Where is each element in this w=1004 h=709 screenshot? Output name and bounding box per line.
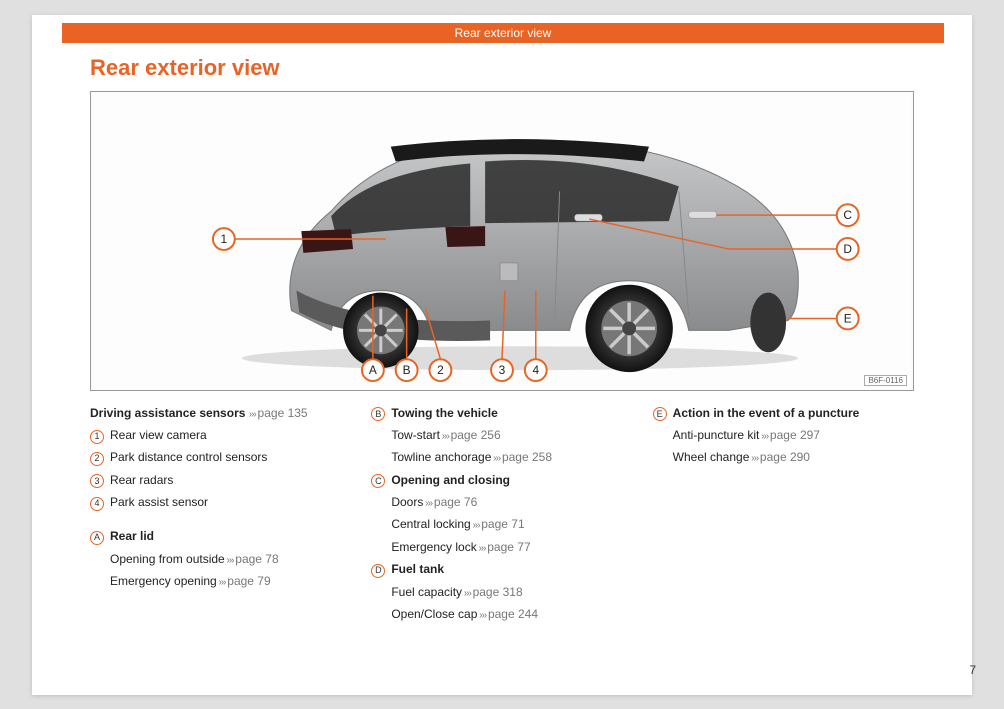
page-ref-arrows: ››› (423, 498, 434, 509)
page-ref[interactable]: page 290 (760, 450, 810, 464)
item-label: Park distance control sensors (110, 447, 267, 467)
marker-E: E (653, 407, 667, 421)
group-driving-sensors: Driving assistance sensors ››› page 135 (90, 403, 351, 423)
group-rear-lid: A Rear lid (90, 526, 351, 546)
group-title: Driving assistance sensors (90, 406, 245, 420)
page-ref-arrows: ››› (217, 577, 228, 588)
item-label: Doors ››› page 76 (391, 492, 477, 512)
item-label: Opening from outside ››› page 78 (110, 549, 279, 569)
column-1: Driving assistance sensors ››› page 135 … (90, 403, 351, 627)
marker-C: C (371, 474, 385, 488)
group-towing: B Towing the vehicle (371, 403, 632, 423)
list-item: 4 Park assist sensor (90, 492, 351, 512)
list-item: 2 Park distance control sensors (90, 447, 351, 467)
group-fuel-tank: D Fuel tank (371, 559, 632, 579)
list-item: Emergency opening ››› page 79 (110, 571, 351, 591)
svg-text:B: B (403, 363, 411, 377)
item-label: Towline anchorage ››› page 258 (391, 447, 552, 467)
vehicle-figure: 1 A B 2 3 4 C D E B6F-0116 (90, 91, 914, 391)
list-item: Central locking ››› page 71 (391, 514, 632, 534)
page-ref[interactable]: page 78 (235, 552, 278, 566)
svg-text:C: C (843, 208, 852, 222)
list-item: 3 Rear radars (90, 470, 351, 490)
section-title: Rear exterior view (90, 55, 280, 81)
page-ref[interactable]: page 77 (487, 540, 530, 554)
page-ref[interactable]: page 135 (258, 406, 308, 420)
item-label: Fuel capacity ››› page 318 (391, 582, 522, 602)
page-ref[interactable]: page 256 (451, 428, 501, 442)
list-item: Opening from outside ››› page 78 (110, 549, 351, 569)
page-ref-arrows: ››› (491, 453, 502, 464)
group-title: Rear lid (110, 526, 154, 546)
legend-columns: Driving assistance sensors ››› page 135 … (90, 403, 914, 627)
item-label: Rear radars (110, 470, 173, 490)
group-puncture: E Action in the event of a puncture (653, 403, 914, 423)
vehicle-illustration: 1 A B 2 3 4 C D E (91, 92, 913, 390)
list-item: Tow-start ››› page 256 (391, 425, 632, 445)
group-opening-closing: C Opening and closing (371, 470, 632, 490)
page-ref-arrows: ››› (477, 610, 488, 621)
page-ref-arrows: ››› (759, 431, 770, 442)
page-number: 7 (969, 663, 976, 677)
item-label: Wheel change ››› page 290 (673, 447, 810, 467)
item-label: Emergency lock ››› page 77 (391, 537, 530, 557)
figure-reference-code: B6F-0116 (864, 375, 907, 386)
group-title: Action in the event of a puncture (673, 403, 860, 423)
page-ref-arrows: ››› (477, 543, 488, 554)
header-bar: Rear exterior view (62, 23, 944, 43)
page-ref[interactable]: page 318 (473, 585, 523, 599)
item-label: Park assist sensor (110, 492, 208, 512)
group-title: Opening and closing (391, 470, 510, 490)
list-item: Emergency lock ››› page 77 (391, 537, 632, 557)
page-ref-arrows: ››› (225, 555, 236, 566)
item-label: Tow-start ››› page 256 (391, 425, 500, 445)
list-item: Anti-puncture kit ››› page 297 (673, 425, 914, 445)
item-label: Rear view camera (110, 425, 207, 445)
page-ref[interactable]: page 244 (488, 607, 538, 621)
column-2: B Towing the vehicle Tow-start ››› page … (371, 403, 632, 627)
column-3: E Action in the event of a puncture Anti… (653, 403, 914, 627)
item-label: Central locking ››› page 71 (391, 514, 524, 534)
marker-4: 4 (90, 497, 104, 511)
page-ref-arrows: ››› (440, 431, 451, 442)
marker-B: B (371, 407, 385, 421)
list-item: Fuel capacity ››› page 318 (391, 582, 632, 602)
marker-1: 1 (90, 430, 104, 444)
marker-A: A (90, 531, 104, 545)
page-ref-arrows: ››› (471, 520, 482, 531)
page-ref-arrows: ››› (249, 409, 258, 420)
marker-2: 2 (90, 452, 104, 466)
list-item: Towline anchorage ››› page 258 (391, 447, 632, 467)
svg-text:4: 4 (532, 363, 539, 377)
svg-text:2: 2 (437, 363, 444, 377)
page-ref[interactable]: page 71 (481, 517, 524, 531)
svg-text:3: 3 (499, 363, 506, 377)
item-label: Anti-puncture kit ››› page 297 (673, 425, 820, 445)
page-ref-arrows: ››› (749, 453, 760, 464)
page-ref[interactable]: page 258 (502, 450, 552, 464)
page-ref[interactable]: page 79 (227, 574, 270, 588)
list-item: 1 Rear view camera (90, 425, 351, 445)
page-ref[interactable]: page 297 (770, 428, 820, 442)
item-label: Open/Close cap ››› page 244 (391, 604, 538, 624)
list-item: Doors ››› page 76 (391, 492, 632, 512)
svg-text:E: E (844, 311, 852, 325)
svg-text:1: 1 (221, 231, 228, 245)
marker-3: 3 (90, 474, 104, 488)
svg-text:D: D (843, 241, 852, 255)
group-title: Fuel tank (391, 559, 444, 579)
manual-page: Rear exterior view Rear exterior view (32, 15, 972, 695)
list-item: Wheel change ››› page 290 (673, 447, 914, 467)
list-item: Open/Close cap ››› page 244 (391, 604, 632, 624)
group-title: Towing the vehicle (391, 403, 497, 423)
page-ref-arrows: ››› (462, 588, 473, 599)
item-label: Emergency opening ››› page 79 (110, 571, 271, 591)
svg-text:A: A (369, 363, 377, 377)
page-ref[interactable]: page 76 (434, 495, 477, 509)
marker-D: D (371, 564, 385, 578)
